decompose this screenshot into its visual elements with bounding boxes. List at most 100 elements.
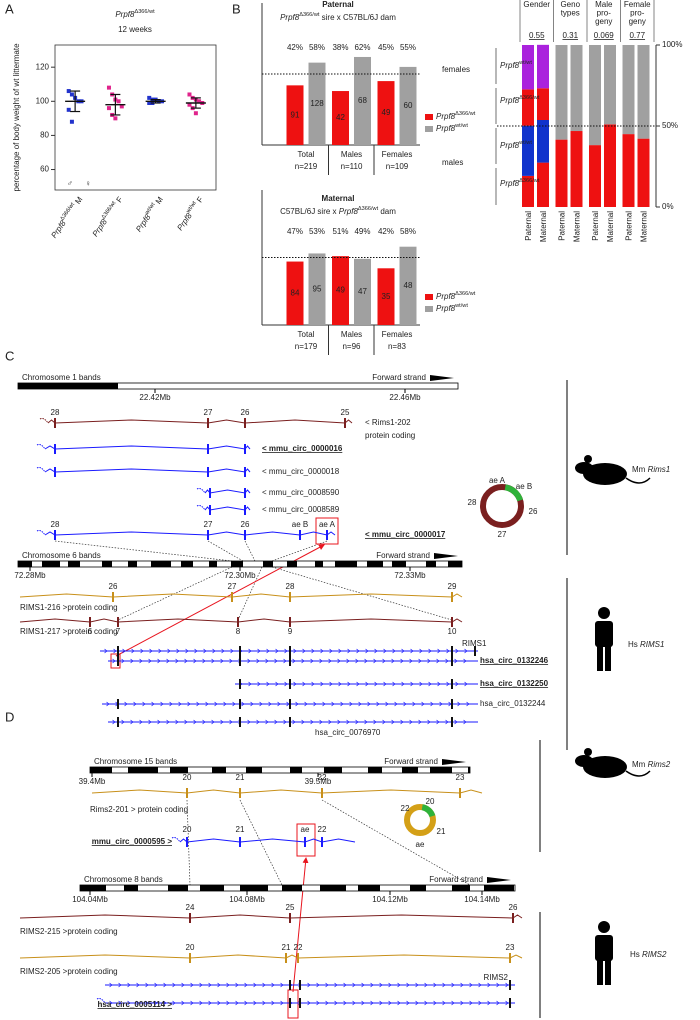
- strand-chevron: [451, 1000, 455, 1006]
- x-tick-label: n=96: [342, 342, 361, 351]
- strand-chevron: [232, 701, 236, 707]
- strand-chevron: [446, 681, 450, 687]
- strand-chevron: [109, 1000, 113, 1006]
- strand-arrow: [430, 375, 454, 381]
- x-tick-label: Prpf8wt/wt M: [134, 195, 165, 234]
- text-span: C57BL/6J sire x: [280, 207, 339, 216]
- y-tick-label: 0%: [662, 202, 674, 211]
- position-label: 72.30Mb: [224, 571, 256, 580]
- text-span: Δ366/wt: [455, 111, 476, 117]
- strand-chevron: [466, 701, 470, 707]
- transcript-line: [19, 593, 463, 598]
- strand-chevron: [347, 681, 351, 687]
- transcript-label: < mmu_circ_0008590: [262, 488, 340, 497]
- chromosome-band: [263, 561, 273, 567]
- exon: [244, 444, 246, 454]
- legend-label: Prpf8Δ366/wt: [436, 291, 476, 301]
- text-span: Prpf8: [49, 219, 68, 240]
- strand-chevron: [347, 648, 351, 654]
- stacked-segment: [522, 175, 534, 207]
- x-tick-label: Maternal: [539, 211, 548, 242]
- p-value: 0.55: [529, 31, 545, 40]
- stacked-segment: [555, 139, 568, 207]
- x-tick-label: n=179: [295, 342, 318, 351]
- exon: [451, 717, 453, 727]
- exon: [89, 617, 91, 627]
- strand-chevron: [319, 719, 323, 725]
- strand-chevron: [118, 1000, 122, 1006]
- strand-chevron: [334, 1000, 338, 1006]
- chromosome-band: [320, 885, 346, 891]
- exon: [117, 717, 119, 727]
- strand-chevron: [469, 1000, 473, 1006]
- x-tick-label: n=83: [388, 342, 407, 351]
- count-label: 49: [382, 108, 391, 117]
- stacked-segment: [589, 45, 601, 146]
- strand-chevron: [154, 982, 158, 988]
- chromosome-band: [367, 561, 383, 567]
- exon: [321, 837, 323, 847]
- strand-chevron: [139, 719, 143, 725]
- position-label: 104.14Mb: [464, 895, 500, 904]
- strand-label: Forward strand: [376, 551, 430, 560]
- transcript-label: < mmu_circ_0008589: [262, 505, 340, 514]
- exon: [209, 505, 211, 515]
- bar: [377, 81, 395, 145]
- y-tick-label: 100%: [662, 40, 682, 49]
- strand-chevron: [293, 648, 297, 654]
- position-label: 22.46Mb: [389, 393, 421, 402]
- strand-chevron: [223, 701, 227, 707]
- strand-chevron: [199, 1000, 203, 1006]
- y-tick-label: 50%: [662, 121, 678, 130]
- exon: [239, 837, 241, 847]
- data-label: 62%: [354, 43, 370, 52]
- exon: [54, 530, 56, 540]
- strand-chevron: [217, 982, 221, 988]
- strand-chevron: [274, 658, 278, 664]
- strand-chevron: [310, 658, 314, 664]
- exon: [189, 913, 191, 923]
- strand-chevron: [140, 648, 144, 654]
- chromosome-band: [468, 767, 470, 773]
- strand-chevron: [370, 982, 374, 988]
- strand-chevron: [439, 701, 443, 707]
- exon: [344, 418, 346, 428]
- strand-chevron: [163, 1000, 167, 1006]
- legend-swatch: [425, 306, 433, 312]
- x-tick-label: Females: [382, 150, 413, 159]
- data-point: [113, 116, 118, 121]
- strand-chevron: [184, 719, 188, 725]
- strand-chevron: [436, 658, 440, 664]
- strand-chevron: [145, 982, 149, 988]
- chromosome-band: [290, 767, 302, 773]
- strand-chevron: [257, 681, 261, 687]
- data-label: 42%: [378, 227, 394, 236]
- text-span: Hs: [628, 640, 638, 649]
- exon: [512, 913, 514, 923]
- strand-chevron: [139, 658, 143, 664]
- strand-chevron: [424, 1000, 428, 1006]
- bar: [286, 85, 304, 145]
- data-point: [187, 92, 192, 97]
- exon: [244, 467, 246, 477]
- strand-chevron: [163, 982, 167, 988]
- transcript-label: RIMS1: [462, 639, 487, 648]
- strand-chevron: [214, 701, 218, 707]
- strand-chevron: [338, 681, 342, 687]
- strand-chevron: [428, 648, 432, 654]
- strand-chevron: [112, 658, 116, 664]
- strand-chevron: [172, 982, 176, 988]
- text-span: Prpf8: [436, 112, 456, 121]
- stacked-segment: [637, 138, 650, 207]
- chromosome-band: [90, 767, 112, 773]
- chromosome-band: [335, 561, 357, 567]
- exon: [244, 530, 246, 540]
- strand-chevron: [392, 648, 396, 654]
- chromosome-band: [42, 561, 60, 567]
- strand-chevron: [284, 681, 288, 687]
- strand-chevron: [457, 701, 461, 707]
- strand-chevron: [392, 681, 396, 687]
- transcript-line: [204, 489, 251, 494]
- strand-chevron: [355, 719, 359, 725]
- strand-chevron: [202, 658, 206, 664]
